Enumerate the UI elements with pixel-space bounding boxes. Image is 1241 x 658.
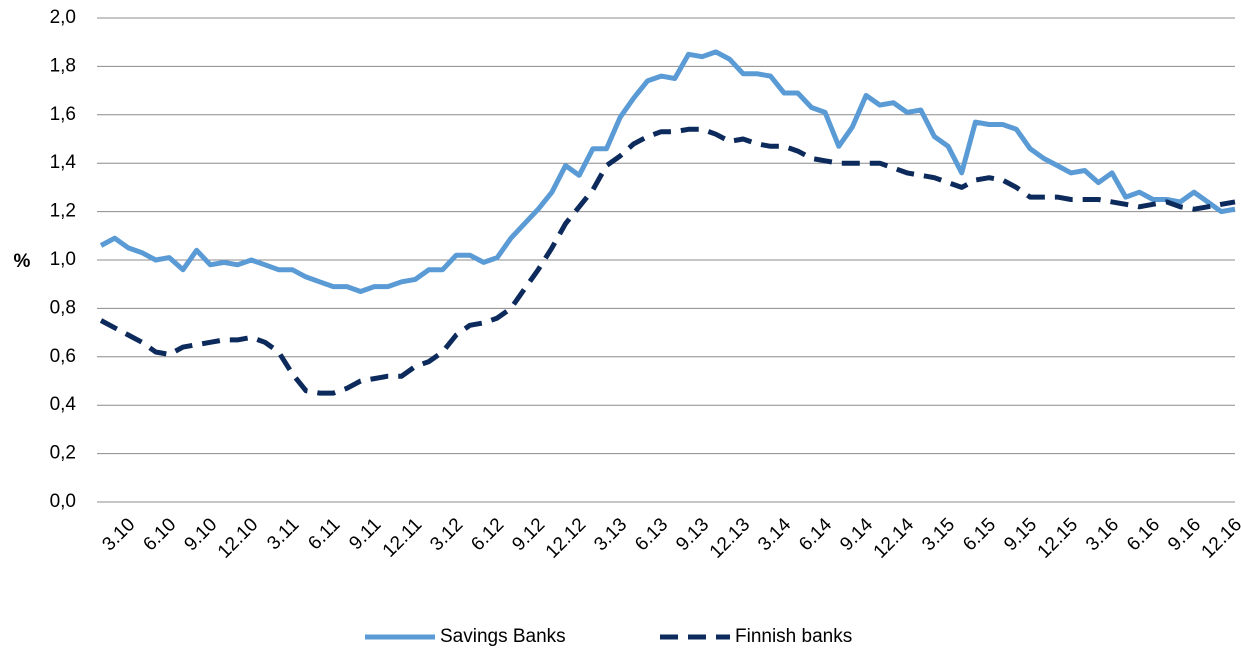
x-tick-label: 3.10 (98, 514, 139, 555)
y-tick-label: 1,8 (50, 55, 76, 76)
y-tick-label: 0,8 (50, 297, 76, 318)
y-tick-label: 1,0 (50, 249, 76, 270)
x-tick-label: 6.16 (1123, 514, 1164, 555)
x-tick-label: 3.13 (590, 514, 631, 555)
x-tick-label: 6.12 (467, 514, 508, 555)
y-tick-label: 0,4 (50, 394, 77, 415)
x-tick-label: 3.16 (1082, 514, 1123, 555)
legend-item: Finnish banks (660, 626, 852, 647)
series-line (99, 126, 1236, 396)
x-tick-label: 12.12 (542, 514, 590, 562)
y-tick-label: 0,2 (50, 443, 76, 464)
x-tick-label: 3.11 (263, 514, 303, 554)
x-tick-label: 6.11 (304, 514, 344, 554)
y-tick-label: 0,6 (50, 346, 76, 367)
y-tick-label: 1,4 (50, 152, 77, 173)
series-line (99, 49, 1236, 294)
legend-label: Finnish banks (735, 626, 852, 647)
x-tick-label: 3.14 (754, 514, 795, 555)
y-tick-label: 2,0 (50, 7, 76, 28)
x-tick-label: 12.10 (214, 514, 262, 562)
x-tick-label: 12.13 (706, 514, 754, 562)
y-tick-label: 0,0 (50, 491, 76, 512)
x-tick-label: 12.16 (1198, 514, 1241, 562)
x-tick-label: 6.14 (795, 514, 836, 555)
x-tick-label: 12.14 (870, 514, 919, 563)
x-tick-label: 12.15 (1034, 514, 1082, 562)
x-tick-label: 6.13 (631, 514, 672, 555)
y-tick-label: 1,6 (50, 104, 76, 125)
y-tick-label: 1,2 (50, 201, 76, 222)
x-tick-label: 3.15 (918, 514, 959, 555)
legend-item: Savings Banks (365, 626, 566, 647)
legend-label: Savings Banks (440, 626, 566, 647)
x-tick-label: 6.15 (959, 514, 1000, 555)
x-tick-label: 3.12 (426, 514, 467, 555)
y-axis-label: % (14, 251, 31, 272)
x-tick-label: 6.10 (139, 514, 180, 555)
x-tick-label: 12.11 (379, 514, 426, 561)
